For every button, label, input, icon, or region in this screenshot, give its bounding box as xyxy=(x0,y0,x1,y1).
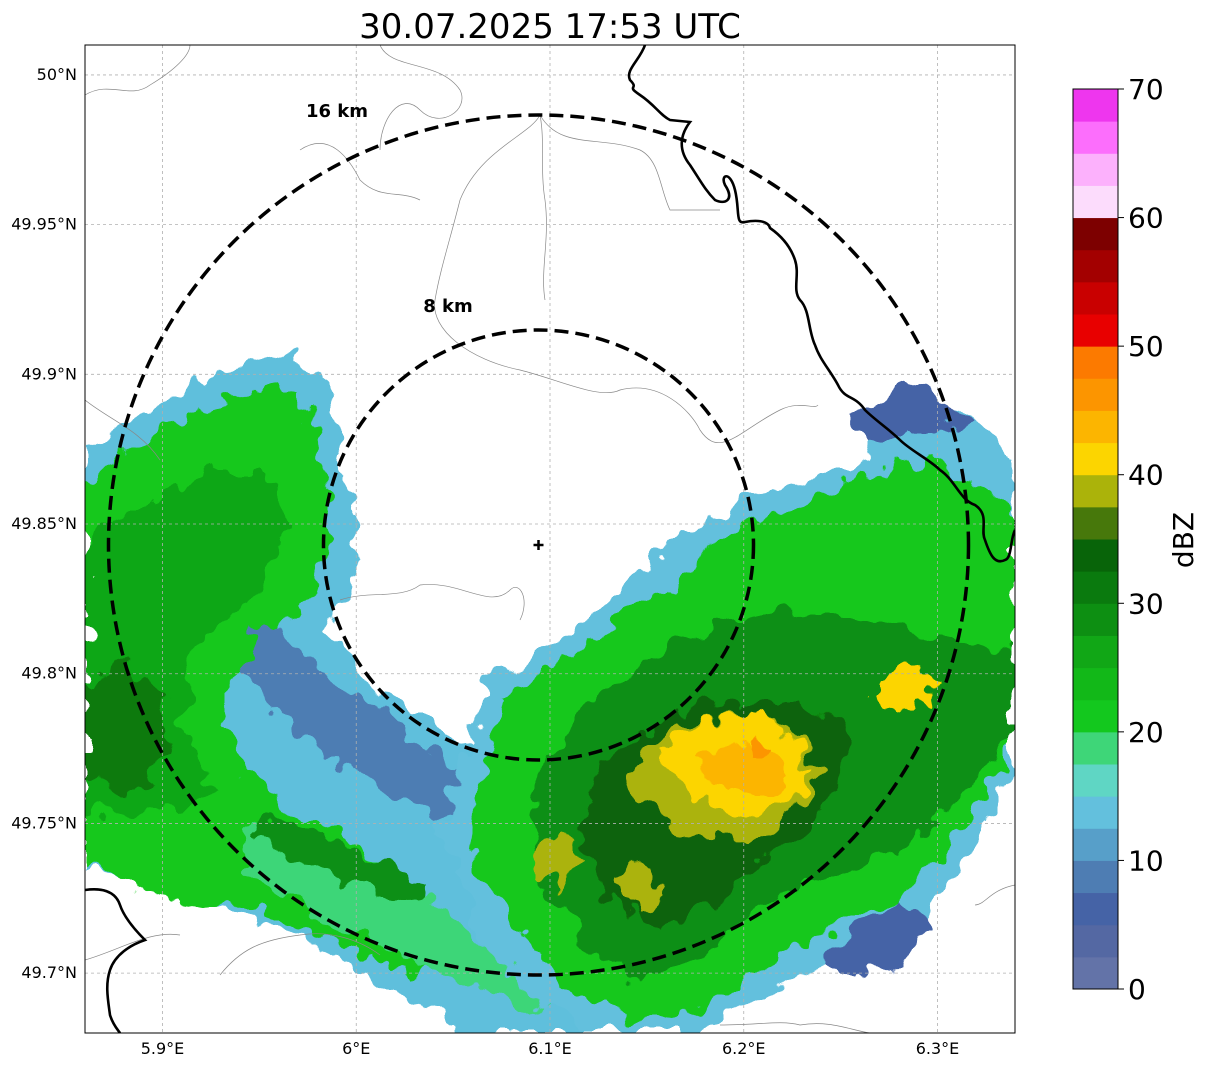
lon-tick-label: 5.9°E xyxy=(141,1039,185,1058)
colorbar-bin xyxy=(1073,699,1118,733)
colorbar-label: dBZ xyxy=(1167,512,1200,568)
colorbar-tick-label: 40 xyxy=(1128,459,1164,492)
echo-ne-blue xyxy=(850,385,970,440)
country-border-southwest xyxy=(85,888,148,1033)
colorbar-tick-label: 50 xyxy=(1128,330,1164,363)
colorbar-bin xyxy=(1073,185,1118,219)
colorbar-bin xyxy=(1073,121,1118,154)
colorbar-tick-label: 60 xyxy=(1128,202,1164,235)
colorbar-bin xyxy=(1073,410,1118,444)
range-ring-label-16km: 16 km xyxy=(306,101,368,122)
colorbar-bin xyxy=(1073,153,1118,186)
echo-south-dark xyxy=(255,815,430,905)
colorbar-bin xyxy=(1073,378,1118,411)
lon-tick-label: 6.1°E xyxy=(528,1039,572,1058)
lat-tick-label: 49.85°N xyxy=(11,514,77,533)
range-ring-16km xyxy=(106,113,971,977)
colorbar-bin xyxy=(1073,249,1118,283)
colorbar: 0 10 20 30 40 50 60 70 dBZ xyxy=(1072,73,1200,1006)
echo-east-strip xyxy=(820,900,930,980)
colorbar-bin xyxy=(1073,731,1118,765)
colorbar-frame xyxy=(1072,88,1119,990)
colorbar-tick-label: 20 xyxy=(1128,716,1164,749)
longitude-axis: 5.9°E 6°E 6.1°E 6.2°E 6.3°E xyxy=(141,1039,960,1058)
latitude-axis: 50°N 49.95°N 49.9°N 49.85°N 49.8°N 49.75°N 49.… xyxy=(11,65,77,982)
colorbar-tick-label: 0 xyxy=(1128,973,1146,1006)
colorbar-bin xyxy=(1073,860,1118,894)
colorbar-bin xyxy=(1073,539,1118,572)
lat-tick-label: 49.95°N xyxy=(11,215,77,234)
colorbar-bin xyxy=(1073,828,1118,861)
colorbar-bin xyxy=(1073,506,1118,540)
colorbar-tick-label: 30 xyxy=(1128,587,1164,620)
colorbar-bin xyxy=(1073,956,1118,990)
colorbar-tick-label: 10 xyxy=(1128,844,1164,877)
colorbar-bin xyxy=(1073,667,1118,701)
colorbar-bin xyxy=(1073,764,1118,797)
echo-west-dark xyxy=(85,660,170,790)
country-border-east xyxy=(627,45,1015,563)
plot-frame xyxy=(84,44,1016,1034)
reflectivity-layer xyxy=(85,350,1015,1033)
colorbar-bin xyxy=(1073,892,1118,926)
lat-tick-label: 50°N xyxy=(37,65,77,84)
colorbar-bin xyxy=(1073,603,1118,636)
colorbar-bin xyxy=(1073,346,1118,379)
colorbar-bin xyxy=(1073,281,1118,315)
lat-tick-label: 49.75°N xyxy=(11,813,77,832)
colorbar-bin xyxy=(1073,796,1118,829)
lon-tick-label: 6.3°E xyxy=(916,1039,960,1058)
lat-tick-label: 49.9°N xyxy=(21,364,77,383)
colorbar-bin xyxy=(1073,442,1118,476)
colorbar-bin xyxy=(1073,217,1118,251)
range-ring-label-8km: 8 km xyxy=(423,296,473,317)
echo-core-orange xyxy=(745,735,775,762)
echo-s-olive xyxy=(620,860,665,915)
colorbar-bin xyxy=(1073,635,1118,669)
lon-tick-label: 6.2°E xyxy=(722,1039,766,1058)
colorbar-bin xyxy=(1073,571,1118,604)
echo-ne-yellow xyxy=(875,662,935,712)
boundary-layer xyxy=(85,45,1015,1033)
echo-sw-yellow xyxy=(535,835,580,885)
echo-west-blue xyxy=(240,620,480,820)
lat-tick-label: 49.7°N xyxy=(21,963,77,982)
lon-tick-label: 6°E xyxy=(342,1039,370,1058)
colorbar-bin xyxy=(1073,89,1118,122)
colorbar-bin xyxy=(1073,314,1118,347)
colorbar-tick-label: 70 xyxy=(1128,73,1164,106)
range-ring-8km xyxy=(321,328,756,762)
radar-site-marker xyxy=(533,540,544,550)
map-title: 30.07.2025 17:53 UTC xyxy=(359,7,741,47)
colorbar-bin xyxy=(1073,474,1118,508)
colorbar-bin xyxy=(1073,924,1118,958)
lat-tick-label: 49.8°N xyxy=(21,664,77,683)
